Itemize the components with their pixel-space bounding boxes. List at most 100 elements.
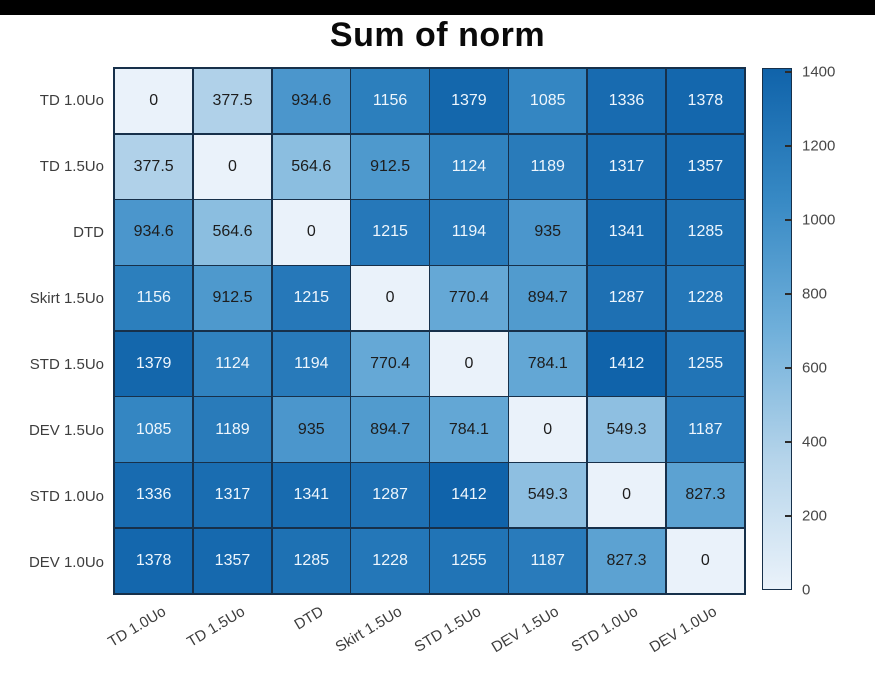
colorbar-tick — [785, 293, 792, 296]
colorbar-tick — [785, 145, 792, 148]
y-axis-tick-labels: TD 1.0Uo TD 1.5Uo DTD Skirt 1.5Uo STD 1.5Uo D… — [0, 67, 104, 595]
heatmap-cell: 827.3 — [666, 463, 744, 528]
heatmap-cell: 1124 — [430, 134, 508, 199]
y-tick-label: STD 1.5Uo — [29, 355, 104, 373]
colorbar-tick-label: 600 — [802, 359, 828, 377]
heatmap-cell: 1287 — [587, 266, 666, 331]
y-tick-label: TD 1.0Uo — [39, 91, 104, 109]
heatmap-cell: 377.5 — [115, 134, 193, 199]
heatmap-cell: 0 — [115, 69, 193, 134]
colorbar-tick-label: 1200 — [802, 137, 836, 155]
heatmap-cell: 934.6 — [115, 200, 193, 265]
heatmap-cell: 894.7 — [351, 397, 429, 462]
colorbar-tick-label: 1000 — [802, 211, 836, 229]
y-tick-label: Skirt 1.5Uo — [29, 289, 104, 307]
heatmap-cell: 1228 — [666, 266, 744, 331]
x-tick-label: DEV 1.0Uo — [646, 603, 720, 657]
colorbar-tick — [785, 71, 792, 74]
heatmap-cell: 0 — [509, 397, 587, 462]
colorbar-tick-label: 400 — [802, 433, 828, 451]
colorbar-tick — [785, 367, 792, 370]
heatmap-cell: 1412 — [587, 331, 666, 396]
heatmap-cell: 0 — [430, 331, 508, 396]
heatmap-cell: 1378 — [666, 69, 744, 134]
heatmap-cell: 1124 — [193, 331, 272, 396]
heatmap-cell: 1189 — [193, 397, 272, 462]
heatmap-cell: 770.4 — [430, 266, 508, 331]
heatmap-cell: 1336 — [115, 463, 193, 528]
y-tick-label: TD 1.5Uo — [39, 157, 104, 175]
colorbar-tick — [785, 441, 792, 444]
heatmap-grid: 0 377.5 934.6 1156 1379 1085 1336 1378 377.5 0 564… — [113, 67, 746, 595]
heatmap-cell: 1379 — [115, 331, 193, 396]
heatmap-cell: 1085 — [509, 69, 587, 134]
heatmap-cell: 1287 — [351, 463, 429, 528]
heatmap-cell: 1412 — [430, 463, 508, 528]
heatmap-cell: 1379 — [430, 69, 508, 134]
heatmap-cell: 1341 — [272, 463, 350, 528]
x-tick-label: STD 1.5Uo — [411, 603, 484, 656]
x-tick-label: DTD — [291, 603, 327, 634]
heatmap-cell: 1317 — [193, 463, 272, 528]
y-tick-label: DEV 1.0Uo — [28, 553, 104, 571]
heatmap-cell: 1156 — [115, 266, 193, 331]
heatmap-cell: 1189 — [509, 134, 587, 199]
colorbar-tick-label: 800 — [802, 285, 828, 303]
heatmap-cell: 1215 — [272, 266, 350, 331]
heatmap-cell: 1378 — [115, 528, 193, 593]
heatmap-cell: 0 — [351, 266, 429, 331]
colorbar-tick — [785, 515, 792, 518]
heatmap-cell: 377.5 — [193, 69, 272, 134]
heatmap-cell: 912.5 — [193, 266, 272, 331]
colorbar-tick-label: 1400 — [802, 63, 836, 81]
colorbar-gradient — [762, 68, 792, 590]
heatmap-cell: 1285 — [272, 528, 350, 593]
x-tick-label: TD 1.5Uo — [183, 603, 248, 651]
heatmap-cell: 564.6 — [193, 200, 272, 265]
heatmap-cell: 827.3 — [587, 528, 666, 593]
heatmap-cell: 1156 — [351, 69, 429, 134]
colorbar-tick-label: 0 — [802, 581, 811, 599]
heatmap-cell: 1357 — [193, 528, 272, 593]
heatmap-cell: 1187 — [666, 397, 744, 462]
y-tick-label: STD 1.0Uo — [29, 487, 104, 505]
colorbar-tick — [785, 219, 792, 222]
heatmap-cell: 549.3 — [509, 463, 587, 528]
heatmap-cell: 1194 — [430, 200, 508, 265]
heatmap-cell: 0 — [272, 200, 350, 265]
heatmap-cell: 0 — [193, 134, 272, 199]
top-black-bar — [0, 0, 875, 15]
heatmap-cell: 935 — [272, 397, 350, 462]
heatmap-cell: 935 — [509, 200, 587, 265]
heatmap-cell: 1357 — [666, 134, 744, 199]
heatmap-cell: 784.1 — [430, 397, 508, 462]
heatmap-cell: 934.6 — [272, 69, 350, 134]
x-tick-label: Skirt 1.5Uo — [332, 603, 405, 656]
heatmap-cell: 1194 — [272, 331, 350, 396]
heatmap-cell: 0 — [666, 528, 744, 593]
heatmap-cell: 1255 — [430, 528, 508, 593]
heatmap-cell: 1215 — [351, 200, 429, 265]
heatmap-cell: 784.1 — [509, 331, 587, 396]
heatmap-cell: 1317 — [587, 134, 666, 199]
heatmap-cell: 564.6 — [272, 134, 350, 199]
heatmap-cell: 1341 — [587, 200, 666, 265]
y-tick-label: DEV 1.5Uo — [28, 421, 104, 439]
heatmap-cell: 1228 — [351, 528, 429, 593]
colorbar: 0 200 400 600 800 1000 1200 1400 — [762, 64, 875, 599]
heatmap-cell: 1085 — [115, 397, 193, 462]
x-tick-label: DEV 1.5Uo — [489, 603, 563, 657]
heatmap-cell: 0 — [587, 463, 666, 528]
heatmap-cell: 770.4 — [351, 331, 429, 396]
heatmap-cell: 1187 — [509, 528, 587, 593]
y-tick-label: DTD — [73, 223, 104, 241]
x-tick-label: TD 1.0Uo — [105, 603, 170, 651]
x-tick-label: STD 1.0Uo — [568, 603, 641, 656]
heatmap-cell: 1285 — [666, 200, 744, 265]
heatmap-cell: 549.3 — [587, 397, 666, 462]
heatmap-cell: 1255 — [666, 331, 744, 396]
chart-title: Sum of norm — [329, 16, 546, 54]
heatmap-cell: 912.5 — [351, 134, 429, 199]
heatmap-cell: 894.7 — [509, 266, 587, 331]
